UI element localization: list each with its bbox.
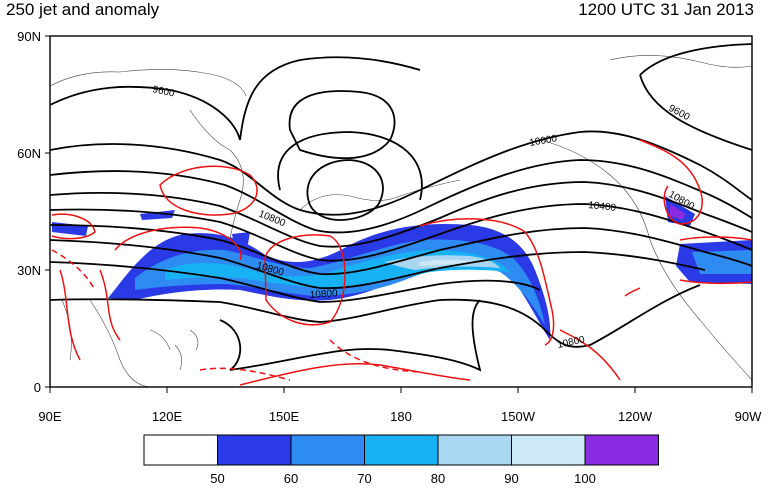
colorbar-swatch [437, 434, 512, 466]
lon-label-120w: 120W [618, 409, 653, 424]
contour-label: 9600 [151, 84, 175, 99]
colorbar-label: 50 [210, 471, 224, 486]
colorbar: 50 60 70 80 90 100 [143, 434, 659, 486]
contour-label: 10800 [556, 334, 586, 351]
colorbar-label: 90 [504, 471, 518, 486]
colorbar-swatch [511, 434, 586, 466]
lat-label-60n: 60N [17, 146, 41, 161]
colorbar-label: 100 [574, 471, 596, 486]
lon-axis [49, 387, 753, 393]
coastlines [50, 55, 752, 387]
anomaly-contours [51, 139, 752, 386]
jet-shading [52, 196, 752, 340]
colorbar-swatch [364, 434, 439, 466]
valid-time: 1200 UTC 31 Jan 2013 [578, 0, 754, 19]
colorbar-swatch [584, 434, 659, 466]
colorbar-swatch [143, 434, 218, 466]
lon-label-180: 180 [390, 409, 412, 424]
lat-label-30n: 30N [17, 263, 41, 278]
lat-label-0: 0 [34, 380, 41, 395]
lon-label-90e: 90E [38, 409, 61, 424]
lon-label-90w: 90W [735, 409, 762, 424]
contour-label: 10800 [257, 209, 287, 230]
lon-label-150e: 150E [269, 409, 300, 424]
contour-label: 10800 [309, 288, 338, 301]
colorbar-label: 70 [357, 471, 371, 486]
colorbar-label: 80 [431, 471, 445, 486]
lat-label-90n: 90N [17, 29, 41, 44]
contour-label: 10400 [588, 200, 617, 214]
lon-label-120e: 120E [152, 409, 183, 424]
contour-label: 10000 [529, 133, 559, 149]
anomaly-contours-negative [51, 249, 421, 381]
colorbar-swatch [217, 434, 292, 466]
colorbar-swatch [290, 434, 365, 466]
map-title: 250 jet and anomaly [6, 0, 160, 19]
colorbar-label: 60 [284, 471, 298, 486]
lon-label-150w: 150W [501, 409, 536, 424]
lat-axis [45, 35, 50, 388]
